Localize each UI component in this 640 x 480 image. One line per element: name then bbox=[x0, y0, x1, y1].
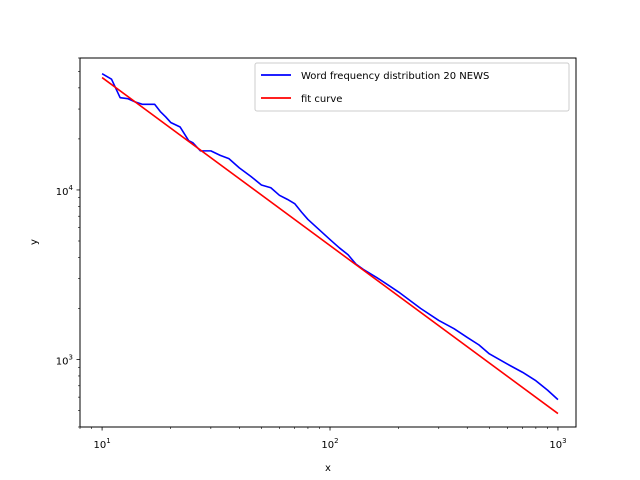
y-tick-label: 103 bbox=[56, 354, 73, 368]
x-axis-ticks: 101 102 103 bbox=[79, 427, 567, 451]
legend-label-fit-curve: fit curve bbox=[301, 94, 342, 105]
legend: Word frequency distribution 20 NEWS fit … bbox=[254, 62, 570, 112]
series-line-word-frequency bbox=[101, 72, 559, 401]
x-tick-label: 101 bbox=[93, 437, 110, 451]
x-tick-label: 103 bbox=[549, 437, 566, 451]
series-lines bbox=[101, 72, 559, 415]
series-line-fit-curve bbox=[101, 76, 559, 415]
y-axis-ticks: 103 104 bbox=[56, 57, 80, 428]
legend-box bbox=[254, 62, 570, 112]
x-axis-label: x bbox=[325, 463, 331, 474]
legend-label-word-frequency: Word frequency distribution 20 NEWS bbox=[301, 71, 489, 82]
y-tick-label: 104 bbox=[56, 184, 74, 198]
x-tick-label: 102 bbox=[321, 437, 338, 451]
y-axis-label: y bbox=[29, 239, 40, 245]
